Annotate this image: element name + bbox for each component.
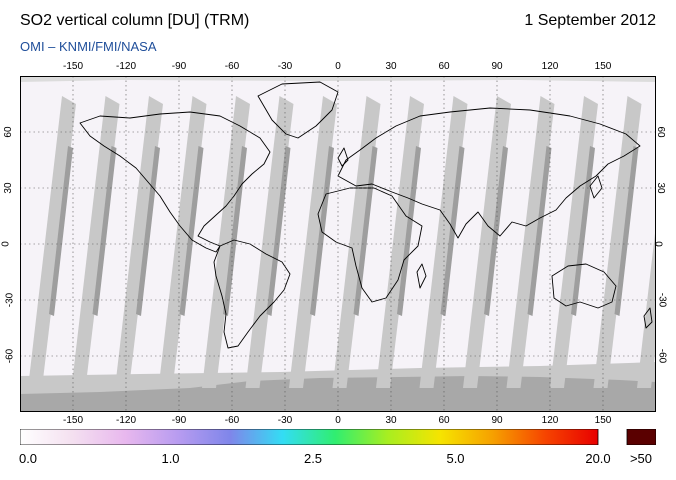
swath-gap-core xyxy=(49,146,73,316)
lon-tick-label-bottom: 60 xyxy=(438,415,450,426)
map-frame xyxy=(20,76,656,412)
swath-gap-stripe xyxy=(593,96,642,388)
swath-gap-stripe xyxy=(637,224,656,388)
colorbar-tick-label: 5.0 xyxy=(446,451,465,466)
lon-tick-label-top: -150 xyxy=(62,61,84,72)
lon-tick-label-top: -90 xyxy=(171,61,187,72)
swath-gap-stripe xyxy=(419,96,468,388)
lon-tick-label-top: 30 xyxy=(385,61,397,72)
north-america-outline xyxy=(79,111,271,253)
swath-gap-core xyxy=(223,146,247,316)
colorbar-overflow-label: >50 xyxy=(629,451,653,466)
swath-gap-stripe xyxy=(28,96,76,388)
swath-gap-core xyxy=(484,146,508,316)
swath-gap-stripe xyxy=(550,96,598,388)
swath-gap-stripe xyxy=(71,96,120,388)
swath-gap-stripe xyxy=(245,96,294,388)
africa-outline xyxy=(317,187,423,303)
swath-gap-stripe xyxy=(332,96,381,388)
swath-gap-core xyxy=(571,146,595,316)
lon-tick-label-bottom: 120 xyxy=(541,415,559,426)
data-credit: OMI – KNMI/FMI/NASA xyxy=(20,39,157,54)
swath-gap-stripe xyxy=(115,96,163,388)
lon-tick-label-bottom: 30 xyxy=(385,415,397,426)
lon-tick-label-bottom: -120 xyxy=(115,415,137,426)
figure-title: SO2 vertical column [DU] (TRM) xyxy=(20,12,250,29)
swath-gap-core xyxy=(440,146,465,316)
lat-tick-label-right: 0 xyxy=(652,241,664,247)
australia-outline xyxy=(551,263,617,309)
lon-tick-label-top: 120 xyxy=(541,61,559,72)
swath-gap-stripe xyxy=(506,96,555,388)
lon-tick-label-top: -30 xyxy=(277,61,293,72)
swath-gap-stripe xyxy=(202,96,250,388)
eurasia-outline xyxy=(337,107,641,239)
lon-tick-label-bottom: -90 xyxy=(171,415,187,426)
new-zealand-outline xyxy=(643,307,653,329)
swath-gap-core xyxy=(614,146,639,316)
lat-tick-label-right: -30 xyxy=(656,292,668,308)
lat-tick-label-left: 30 xyxy=(3,182,15,194)
greenland-outline xyxy=(257,81,339,139)
swath-gap-stripe xyxy=(158,96,207,388)
antarctica-no-data xyxy=(20,376,656,412)
swath-gap-core xyxy=(353,146,378,316)
swath-gap-core xyxy=(397,146,421,316)
lat-lon-grid xyxy=(20,76,656,412)
swath-gap-core xyxy=(92,146,117,316)
lon-tick-label-bottom: -30 xyxy=(277,415,293,426)
lat-tick-label-left: -60 xyxy=(4,348,16,364)
lat-tick-label-right: 60 xyxy=(655,126,667,138)
lon-tick-label-top: -60 xyxy=(224,61,240,72)
lon-tick-label-bottom: 0 xyxy=(335,415,341,426)
colorbar-tick-label: 1.0 xyxy=(161,451,180,466)
colorbar-tick-label: 20.0 xyxy=(585,451,611,466)
swath-gap-stripe xyxy=(463,96,511,388)
colorbar-gradient xyxy=(20,429,599,445)
madagascar-outline xyxy=(416,263,427,289)
lon-tick-label-top: 0 xyxy=(335,61,341,72)
lon-tick-label-bottom: 150 xyxy=(594,415,612,426)
lon-tick-label-top: 150 xyxy=(594,61,612,72)
lon-tick-label-top: 90 xyxy=(491,61,503,72)
lon-tick-label-top: -120 xyxy=(115,61,137,72)
lon-tick-label-bottom: -60 xyxy=(224,415,240,426)
colorbar-tick-label: 2.5 xyxy=(303,451,323,466)
lat-tick-label-left: 0 xyxy=(0,241,12,247)
colorbar-overflow-box xyxy=(626,429,656,445)
swath-gap-core xyxy=(527,146,552,316)
swath-gap-core xyxy=(266,146,291,316)
colorbar xyxy=(20,429,656,445)
japan-outline xyxy=(589,175,603,199)
colorbar-tick-label: 0.0 xyxy=(18,451,38,466)
lat-tick-label-left: 60 xyxy=(3,126,15,138)
lat-tick-label-right: -60 xyxy=(656,348,668,364)
south-america-outline xyxy=(213,239,291,349)
lat-tick-label-right: 30 xyxy=(655,182,667,194)
world-map xyxy=(20,76,656,412)
coastlines xyxy=(79,81,653,349)
uk-outline xyxy=(337,147,349,167)
swath-gap-stripe xyxy=(376,96,424,388)
swath-gap-stripe xyxy=(289,96,337,388)
lon-tick-label-bottom: -150 xyxy=(62,415,84,426)
lon-tick-label-top: 60 xyxy=(438,61,450,72)
figure-date: 1 September 2012 xyxy=(524,12,656,29)
lon-tick-label-bottom: 90 xyxy=(491,415,503,426)
swath-gap-core xyxy=(179,146,204,316)
lat-tick-label-left: -30 xyxy=(4,292,16,308)
